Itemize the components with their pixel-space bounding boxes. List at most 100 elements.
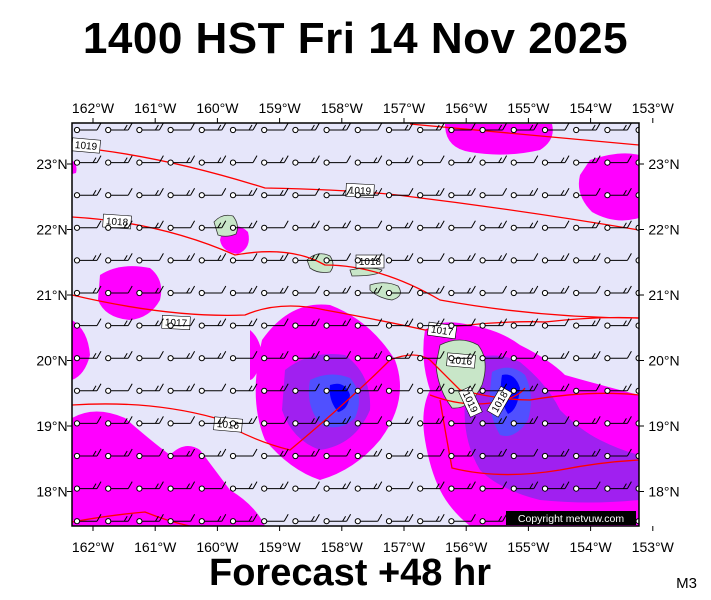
lat-label: 20°N xyxy=(36,353,67,369)
wind-barb xyxy=(448,481,476,492)
wind-barb xyxy=(604,123,632,134)
wind-barb xyxy=(448,220,476,231)
wind-barb xyxy=(261,123,289,134)
wind-barb xyxy=(479,123,508,134)
wind-barb xyxy=(510,481,539,492)
wind-barb xyxy=(635,452,639,460)
wind-barb xyxy=(292,155,320,166)
wind-barb xyxy=(73,253,102,264)
wind-barb xyxy=(573,285,601,297)
wind-barb xyxy=(573,187,601,199)
wind-barb xyxy=(541,285,570,297)
wind-barb xyxy=(167,383,196,394)
wind-barb xyxy=(510,187,539,199)
wind-barb xyxy=(261,187,289,199)
lon-label: 160°W xyxy=(196,539,239,555)
wind-barb xyxy=(354,481,383,492)
wind-barb xyxy=(105,318,133,329)
wind-barb xyxy=(198,350,227,362)
wind-barb xyxy=(385,285,414,297)
wind-barb xyxy=(261,318,289,329)
lon-label: 156°W xyxy=(445,539,488,555)
wind-barb xyxy=(167,123,196,134)
wind-barb xyxy=(136,350,164,362)
wind-barb xyxy=(541,220,570,231)
wind-barb xyxy=(136,448,164,460)
lat-label: 18°N xyxy=(648,484,679,500)
wind-barb xyxy=(479,253,508,264)
wind-barb xyxy=(417,481,445,492)
isobar-label: 1017 xyxy=(165,317,188,329)
wind-barb xyxy=(354,318,383,329)
wind-barb xyxy=(385,350,414,362)
wind-barb xyxy=(573,383,601,394)
lon-label: 160°W xyxy=(196,100,239,116)
wind-barb xyxy=(73,416,102,427)
lon-label: 155°W xyxy=(507,100,550,116)
wind-barb xyxy=(323,481,352,492)
isobar-label: 1019 xyxy=(74,140,98,153)
wind-barb xyxy=(136,513,164,525)
wind-barb xyxy=(510,318,539,329)
wind-barb xyxy=(510,253,539,264)
wind-barb xyxy=(385,416,414,427)
wind-barb xyxy=(323,187,352,199)
wind-barb xyxy=(292,253,320,264)
lat-label: 23°N xyxy=(648,156,679,172)
wind-barb xyxy=(105,416,133,427)
lon-label: 158°W xyxy=(321,100,364,116)
wind-barb xyxy=(261,448,289,460)
wind-barb xyxy=(604,285,632,297)
wind-barb xyxy=(292,318,320,329)
wind-barb xyxy=(573,253,601,264)
wind-barb xyxy=(573,350,601,362)
wind-barb xyxy=(229,513,258,525)
wind-barb xyxy=(604,220,632,231)
wind-barb xyxy=(292,350,320,362)
lon-label: 157°W xyxy=(383,539,426,555)
wind-barb xyxy=(635,387,639,394)
wind-barb xyxy=(73,350,102,362)
copyright-box xyxy=(506,511,636,525)
wind-barb xyxy=(292,481,320,492)
wind-barb xyxy=(573,448,601,460)
wind-barb xyxy=(198,481,227,492)
wind-barb xyxy=(167,187,196,199)
wind-barb xyxy=(198,253,227,264)
wind-barb xyxy=(323,253,352,264)
wind-barb xyxy=(448,285,476,297)
wind-barb xyxy=(167,416,196,427)
wind-barb xyxy=(73,187,102,199)
lat-label: 23°N xyxy=(36,156,67,172)
wind-barb xyxy=(510,155,539,166)
wind-barb xyxy=(198,285,227,297)
wind-barb xyxy=(136,187,164,199)
wind-barb xyxy=(136,220,164,231)
wind-barb xyxy=(261,220,289,231)
wind-barb xyxy=(73,383,102,394)
wind-barb xyxy=(229,155,258,166)
wind-barb xyxy=(635,257,639,264)
wind-barb xyxy=(541,416,570,427)
wind-barb xyxy=(541,253,570,264)
wind-barb xyxy=(573,318,601,329)
wind-barb xyxy=(136,285,164,297)
wind-barb xyxy=(479,383,508,394)
wind-barb xyxy=(323,285,352,297)
wind-barb xyxy=(323,383,352,394)
wind-barb xyxy=(292,383,320,394)
lat-label: 20°N xyxy=(648,353,679,369)
wind-barb xyxy=(385,383,414,394)
wind-barb xyxy=(479,285,508,297)
wind-barb xyxy=(229,253,258,264)
wind-barb xyxy=(73,155,102,166)
wind-barb xyxy=(604,187,632,199)
wind-barb xyxy=(261,416,289,427)
lat-label: 19°N xyxy=(36,418,67,434)
map-frame xyxy=(71,122,640,527)
wind-barb xyxy=(604,416,632,427)
isobar-label: 1016 xyxy=(216,419,240,432)
wind-barb xyxy=(541,350,570,362)
lon-label: 156°W xyxy=(445,100,488,116)
